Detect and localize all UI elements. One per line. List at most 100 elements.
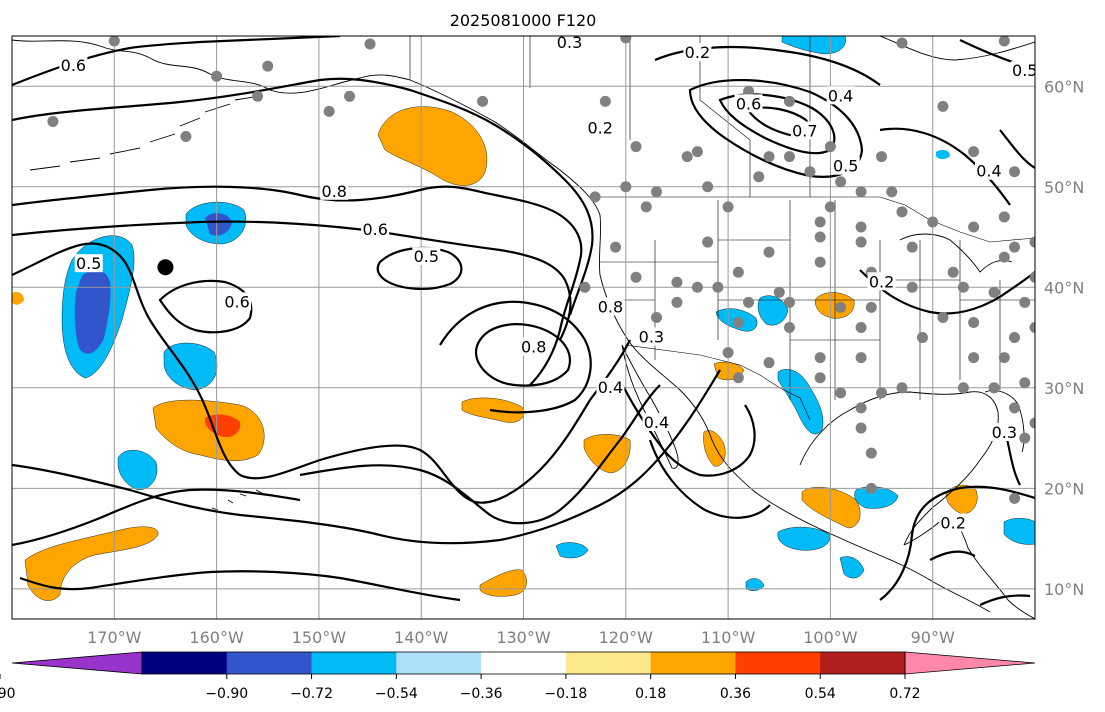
station-dot: [855, 221, 867, 233]
station-dot: [968, 146, 980, 158]
florida-coast: [984, 390, 1025, 453]
contour-label-halo: [990, 423, 1019, 442]
station-dot: [835, 301, 847, 313]
colorbar-extend-high: [904, 651, 1036, 675]
contour-label: 0.8: [521, 338, 546, 357]
point-marker: [157, 259, 174, 276]
colorbar-tick-label: −0.18: [544, 686, 587, 702]
contour-line: [929, 550, 976, 561]
station-dot: [1009, 241, 1021, 253]
latitude-tick-label: 50°N: [1044, 178, 1084, 197]
contour-label: 0.6: [224, 292, 249, 311]
station-dot: [620, 36, 632, 44]
contour-label: 0.2: [587, 118, 612, 137]
station-dot: [1019, 296, 1031, 308]
contour-line: [439, 300, 592, 414]
contour-label-halo: [642, 412, 671, 431]
longitude-labels: 170°W 160°W 150°W 140°W 130°W 120°W 110°W 100°W…: [87, 628, 955, 647]
station-dot: [630, 141, 642, 153]
station-dot: [865, 301, 877, 313]
station-dot: [855, 402, 867, 414]
gulf-of-mexico-coast: [799, 391, 999, 546]
contour-label-halo: [596, 297, 625, 316]
station-dot: [1009, 492, 1021, 504]
longitude-tick-label: 140°W: [394, 628, 449, 647]
contour-line: [12, 488, 301, 547]
station-dot: [671, 296, 683, 308]
station-dot: [804, 166, 816, 178]
colorbar-segment: [142, 652, 228, 674]
contour-label: 0.3: [639, 328, 664, 347]
contour-line: [12, 220, 572, 341]
longitude-tick-label: 110°W: [701, 628, 756, 647]
latitude-tick-label: 10°N: [1044, 580, 1084, 599]
longitude-tick-label: 170°W: [87, 628, 142, 647]
colorbar-tick-labels: −0.90 −0.72 −0.54 −0.36 −0.18 0.18 0.36 0.54 0.7…: [0, 674, 921, 702]
station-dot: [211, 70, 223, 82]
contour-label: 0.8: [322, 182, 347, 201]
colorbar-tick-label: −0.36: [460, 686, 503, 702]
longitude-tick-label: 160°W: [189, 628, 244, 647]
station-dot: [743, 296, 755, 308]
contour-label: 0.4: [598, 378, 623, 397]
station-dot: [814, 352, 826, 364]
station-dot: [835, 176, 847, 188]
latitude-tick-label: 60°N: [1044, 77, 1084, 96]
station-dot: [957, 281, 969, 293]
station-dot: [937, 100, 949, 112]
station-dot: [722, 201, 734, 213]
contour-label: 0.5: [76, 254, 101, 273]
contour-line: [12, 242, 631, 504]
map-frame: [11, 35, 1036, 620]
colorbar: [11, 651, 1036, 675]
station-dot: [814, 216, 826, 228]
contour-line: [879, 127, 1011, 206]
station-dot: [1029, 322, 1035, 333]
colorbar-tick-label: −0.90: [205, 686, 248, 702]
station-dot: [743, 85, 755, 97]
negative-anomaly-region: [745, 578, 765, 591]
positive-anomaly-region: [583, 434, 631, 474]
station-dot: [732, 316, 744, 328]
colorbar-tick-label: 0.36: [720, 686, 751, 702]
station-dot: [108, 36, 120, 47]
contour-label-halo: [826, 86, 855, 105]
contour-line: [299, 384, 661, 525]
contour-label: 0.4: [976, 162, 1001, 181]
station-dot: [824, 201, 836, 213]
station-dot: [610, 241, 622, 253]
station-dot: [753, 171, 765, 183]
positive-anomaly-region: [12, 291, 24, 305]
station-dot: [1029, 417, 1035, 429]
contour-label: 0.8: [598, 297, 623, 316]
colorbar-tick-label: 0.54: [805, 686, 836, 702]
station-dot: [783, 95, 795, 107]
positive-anomaly-region: [152, 399, 265, 461]
station-dot: [886, 186, 898, 198]
contour-label-halo: [223, 292, 252, 311]
hawaii-islands: [211, 489, 265, 511]
station-dot: [814, 256, 826, 268]
station-dot: [722, 347, 734, 359]
contour-label: 0.5: [414, 247, 439, 266]
contour-label-halo: [74, 254, 103, 273]
station-dot: [927, 216, 939, 228]
station-dot: [1009, 402, 1021, 414]
canadian-provincial-borders: [529, 36, 811, 197]
station-dot: [691, 281, 703, 293]
station-dot: [650, 311, 662, 323]
station-dot: [763, 357, 775, 369]
colorbar-segment: [820, 652, 906, 674]
contour-label: 0.2: [869, 272, 894, 291]
colorbar-tick-label: −0.72: [290, 686, 333, 702]
station-dot: [1019, 377, 1031, 389]
graticule: [12, 36, 1035, 619]
station-dot: [732, 372, 744, 384]
station-dot: [1009, 166, 1021, 178]
contour-label: 0.7: [792, 121, 817, 140]
station-dot: [998, 352, 1010, 364]
station-dot: [671, 276, 683, 288]
colorbar-segment: [311, 652, 397, 674]
contour-label-halo: [734, 94, 763, 113]
